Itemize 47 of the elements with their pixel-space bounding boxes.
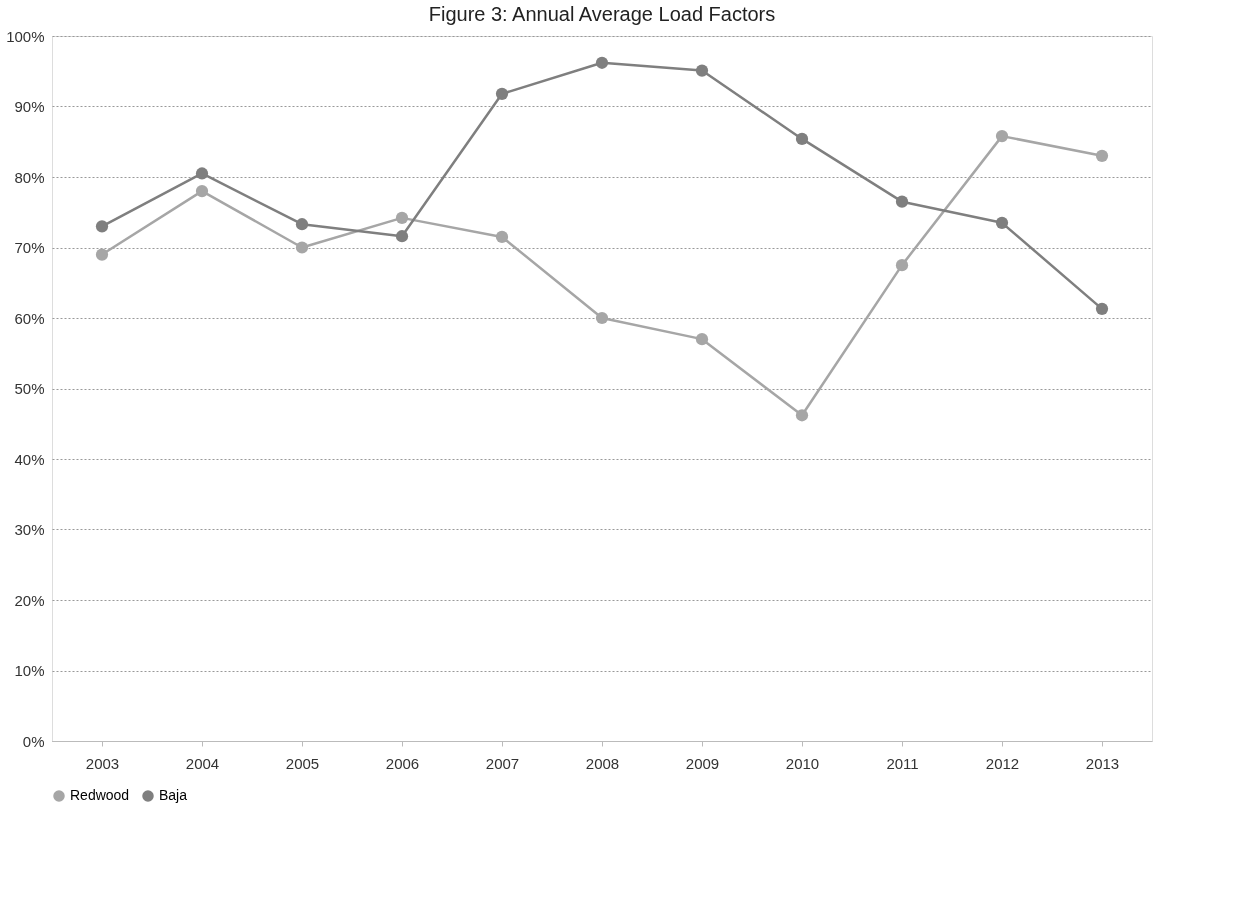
y-tick-label: 100% <box>6 27 45 45</box>
point <box>395 211 409 224</box>
y-tick-label: 20% <box>14 591 45 609</box>
point <box>695 333 709 346</box>
point <box>295 241 309 254</box>
point <box>795 409 809 422</box>
x-tick-label: 2012 <box>985 754 1020 772</box>
x-tick-label: 2005 <box>285 754 320 772</box>
y-tick-label: 90% <box>14 98 45 115</box>
y-tick-label: 70% <box>14 239 45 256</box>
point <box>1095 302 1109 315</box>
point <box>195 184 209 198</box>
x-tick-label: 2011 <box>886 754 919 772</box>
x-tick-label: 2004 <box>185 754 220 772</box>
y-tick-label: 0% <box>22 732 45 750</box>
point <box>795 132 809 146</box>
point <box>595 56 609 69</box>
point <box>1095 149 1109 162</box>
y-tick-label: 40% <box>14 450 45 468</box>
x-tick-label: 2010 <box>785 754 820 772</box>
point <box>895 259 909 272</box>
x-tick-label: 2006 <box>385 754 420 772</box>
y-tick-label: 60% <box>14 309 45 327</box>
point <box>495 230 509 244</box>
y-tick-label: 30% <box>14 521 45 538</box>
point <box>195 167 209 180</box>
point <box>995 216 1009 229</box>
y-tick-label: 50% <box>14 380 45 397</box>
y-tick-label: 10% <box>14 662 45 679</box>
point <box>395 230 409 243</box>
point <box>495 87 509 100</box>
point <box>295 218 309 231</box>
x-tick-label: 2009 <box>685 754 720 772</box>
x-tick-label: 2008 <box>585 754 620 772</box>
x-tick-label: 2003 <box>85 754 120 772</box>
point <box>95 220 109 233</box>
chart-title: Figure 3: Annual Average Load Factors <box>428 3 776 25</box>
x-tick-label: 2013 <box>1085 754 1120 772</box>
point <box>995 130 1009 143</box>
point <box>695 64 709 77</box>
x-tick-label: 2007 <box>485 754 520 772</box>
point <box>895 195 909 208</box>
point <box>95 248 109 261</box>
point <box>595 311 609 325</box>
y-tick-label: 80% <box>14 168 45 186</box>
legend-label: Redwood <box>70 787 130 803</box>
legend-label: Baja <box>159 787 188 803</box>
